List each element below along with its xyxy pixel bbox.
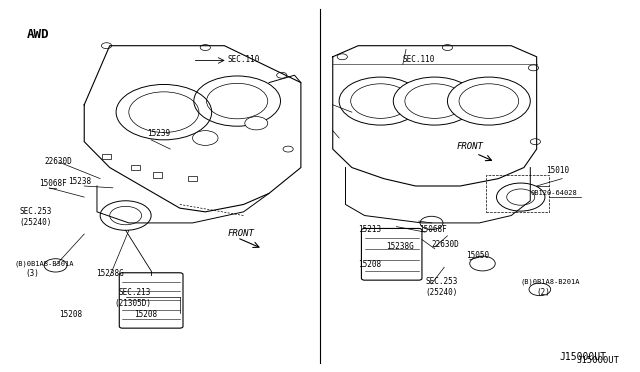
Text: (25240): (25240) <box>425 288 458 297</box>
Text: 15238: 15238 <box>68 177 92 186</box>
Text: 15068F: 15068F <box>419 225 447 234</box>
Circle shape <box>442 45 452 51</box>
Bar <box>188 176 197 181</box>
Circle shape <box>245 116 268 130</box>
Text: (3): (3) <box>26 269 40 279</box>
Circle shape <box>351 84 410 118</box>
Text: 15050: 15050 <box>467 251 490 260</box>
Text: (B)0B1A8-B201A: (B)0B1A8-B201A <box>521 279 580 285</box>
Circle shape <box>531 139 540 145</box>
Circle shape <box>459 84 518 118</box>
Text: SEC.253: SEC.253 <box>19 207 52 216</box>
Circle shape <box>44 259 67 272</box>
Text: 22630D: 22630D <box>431 240 460 249</box>
Text: 15208: 15208 <box>358 260 381 269</box>
Circle shape <box>507 189 535 205</box>
Circle shape <box>529 283 550 296</box>
Circle shape <box>200 45 211 51</box>
Bar <box>153 172 162 177</box>
Text: J15000UT: J15000UT <box>577 356 620 365</box>
Text: SEC.110: SEC.110 <box>228 55 260 64</box>
Circle shape <box>420 216 443 230</box>
Bar <box>131 165 140 170</box>
Text: 15213: 15213 <box>358 225 381 234</box>
Text: 15068F: 15068F <box>40 179 67 188</box>
Text: FRONT: FRONT <box>457 142 484 151</box>
Text: 15239: 15239 <box>147 129 170 138</box>
Text: (B)0B1AB-B301A: (B)0B1AB-B301A <box>14 260 74 267</box>
Circle shape <box>497 183 545 211</box>
Text: J15000UT: J15000UT <box>560 352 607 362</box>
Text: 22630D: 22630D <box>45 157 72 166</box>
Circle shape <box>405 84 465 118</box>
Text: 15238G: 15238G <box>96 269 124 279</box>
Circle shape <box>100 201 151 230</box>
Circle shape <box>447 77 531 125</box>
Text: 15238G: 15238G <box>386 242 413 251</box>
Circle shape <box>276 72 287 78</box>
Circle shape <box>283 146 293 152</box>
Text: SEC.110: SEC.110 <box>403 55 435 64</box>
Circle shape <box>337 54 348 60</box>
Text: (21305D): (21305D) <box>115 299 152 308</box>
Text: (25240): (25240) <box>19 218 52 227</box>
Circle shape <box>339 77 422 125</box>
Bar <box>102 154 111 159</box>
Text: 15010: 15010 <box>546 166 570 175</box>
Text: SEC.213: SEC.213 <box>118 288 150 297</box>
FancyBboxPatch shape <box>119 273 183 328</box>
Circle shape <box>394 77 476 125</box>
Text: 0B120-64028: 0B120-64028 <box>531 190 577 196</box>
Text: 15208: 15208 <box>59 310 82 319</box>
Circle shape <box>470 256 495 271</box>
FancyBboxPatch shape <box>362 228 422 280</box>
Text: (2): (2) <box>537 288 550 297</box>
Text: AWD: AWD <box>27 28 49 41</box>
Circle shape <box>193 131 218 145</box>
Text: FRONT: FRONT <box>228 229 255 238</box>
Text: 15208: 15208 <box>134 310 157 319</box>
Circle shape <box>101 43 111 49</box>
Text: SEC.253: SEC.253 <box>425 277 458 286</box>
Circle shape <box>109 206 141 225</box>
Circle shape <box>529 65 539 71</box>
